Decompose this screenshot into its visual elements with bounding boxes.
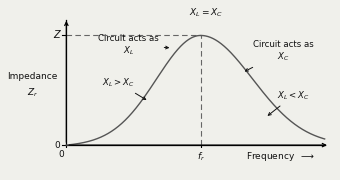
- Text: 0: 0: [58, 150, 64, 159]
- Text: Impedance: Impedance: [7, 72, 58, 81]
- Text: $X_L > X_C$: $X_L > X_C$: [102, 76, 146, 100]
- Text: $X_L < X_C$: $X_L < X_C$: [268, 89, 310, 115]
- Text: $f_r$: $f_r$: [197, 150, 205, 163]
- Text: $X_L = X_C$: $X_L = X_C$: [189, 7, 223, 19]
- Text: Circuit acts as
$X_C$: Circuit acts as $X_C$: [245, 40, 314, 71]
- Text: $Z_r$: $Z_r$: [27, 87, 38, 99]
- Text: Frequency  $\longrightarrow$: Frequency $\longrightarrow$: [246, 150, 316, 163]
- Text: Circuit acts as
$X_L$: Circuit acts as $X_L$: [98, 34, 168, 57]
- Text: Z: Z: [53, 30, 60, 40]
- Text: 0: 0: [54, 141, 60, 150]
